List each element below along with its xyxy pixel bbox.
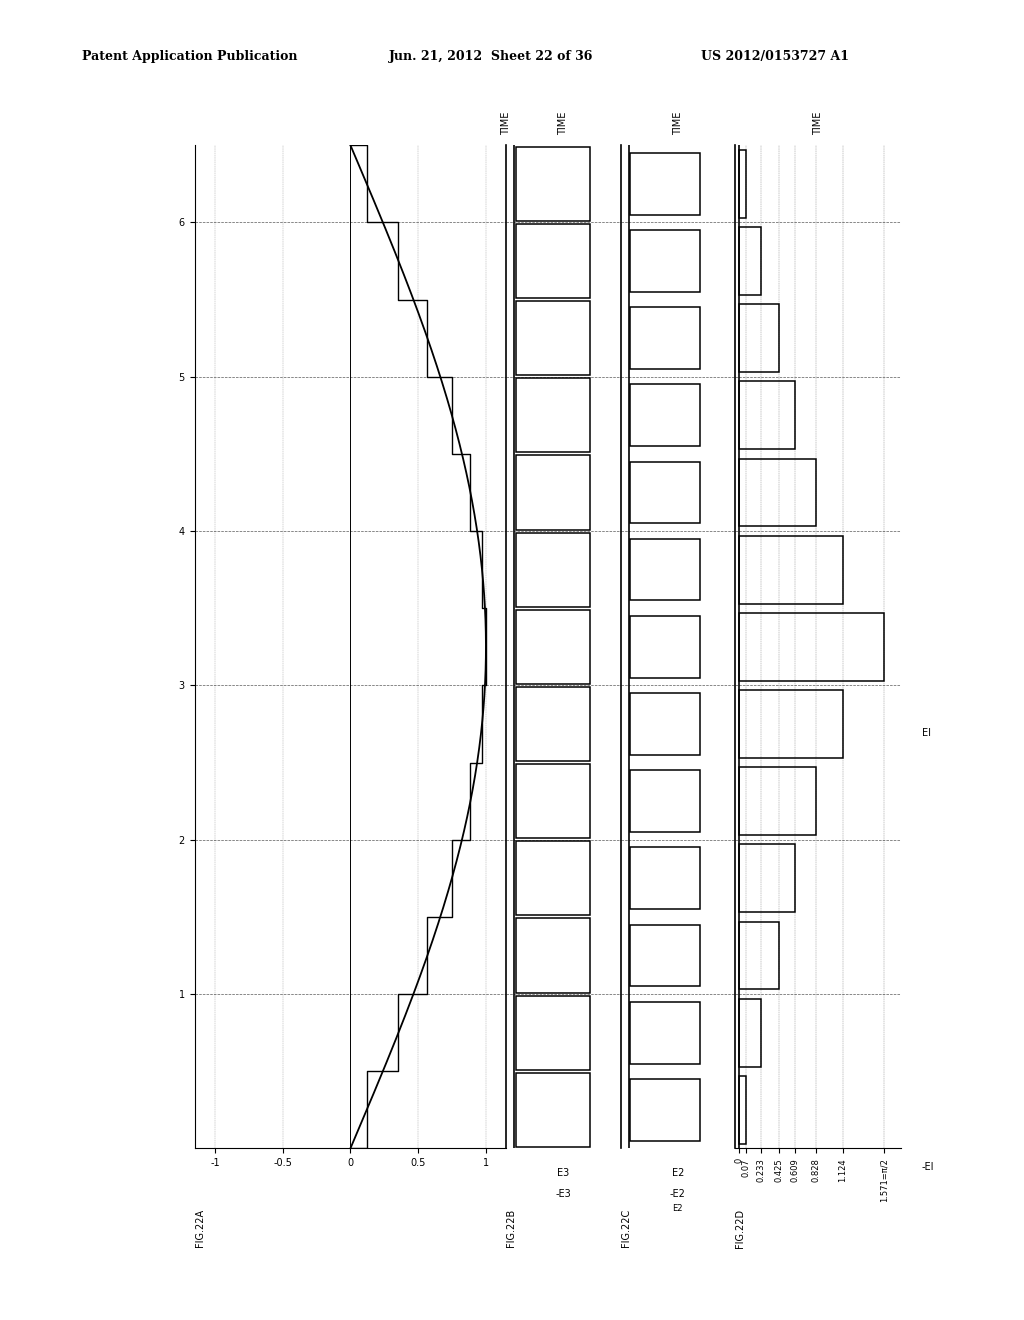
Bar: [739, 1076, 745, 1143]
Text: TIME: TIME: [558, 112, 568, 135]
Bar: [739, 921, 778, 990]
Bar: [631, 924, 699, 986]
Bar: [631, 153, 699, 215]
Bar: [516, 532, 590, 607]
Bar: [631, 308, 699, 370]
Bar: [739, 690, 843, 758]
Text: Patent Application Publication: Patent Application Publication: [82, 50, 297, 63]
Bar: [631, 539, 699, 601]
Bar: [516, 995, 590, 1069]
Text: E2: E2: [672, 1168, 684, 1179]
Bar: [631, 693, 699, 755]
Bar: [516, 455, 590, 529]
Bar: [739, 150, 745, 218]
Bar: [739, 536, 843, 603]
Bar: [739, 227, 761, 294]
Bar: [739, 845, 796, 912]
Text: Jun. 21, 2012  Sheet 22 of 36: Jun. 21, 2012 Sheet 22 of 36: [389, 50, 594, 63]
Bar: [516, 379, 590, 453]
Text: US 2012/0153727 A1: US 2012/0153727 A1: [701, 50, 850, 63]
Bar: [739, 767, 815, 836]
Bar: [516, 841, 590, 915]
Bar: [631, 1002, 699, 1064]
Bar: [739, 304, 778, 372]
Text: FIG.22B: FIG.22B: [506, 1209, 516, 1247]
Text: E3: E3: [557, 1168, 569, 1179]
Bar: [631, 847, 699, 909]
Bar: [739, 612, 884, 681]
Bar: [631, 230, 699, 292]
Text: FIG.22A: FIG.22A: [195, 1209, 205, 1246]
Bar: [516, 224, 590, 298]
Text: -EI: -EI: [922, 1162, 934, 1172]
Text: E2: E2: [673, 1204, 683, 1213]
Text: -E2: -E2: [670, 1188, 686, 1199]
Bar: [739, 999, 761, 1067]
Bar: [739, 458, 815, 527]
Text: -E3: -E3: [556, 1188, 571, 1199]
Bar: [631, 616, 699, 677]
Bar: [631, 384, 699, 446]
Bar: [516, 301, 590, 375]
Text: TIME: TIME: [813, 112, 823, 135]
Bar: [516, 919, 590, 993]
Bar: [516, 610, 590, 684]
Bar: [631, 1078, 699, 1140]
Bar: [516, 1073, 590, 1147]
Bar: [631, 462, 699, 523]
Text: TIME: TIME: [673, 112, 683, 135]
Bar: [516, 147, 590, 220]
Text: FIG.22C: FIG.22C: [621, 1209, 631, 1247]
Bar: [631, 771, 699, 832]
Bar: [516, 764, 590, 838]
Bar: [739, 381, 796, 449]
Text: TIME: TIME: [502, 112, 511, 135]
Text: EI: EI: [922, 727, 931, 738]
Text: FIG.22D: FIG.22D: [735, 1209, 744, 1247]
Bar: [516, 686, 590, 762]
